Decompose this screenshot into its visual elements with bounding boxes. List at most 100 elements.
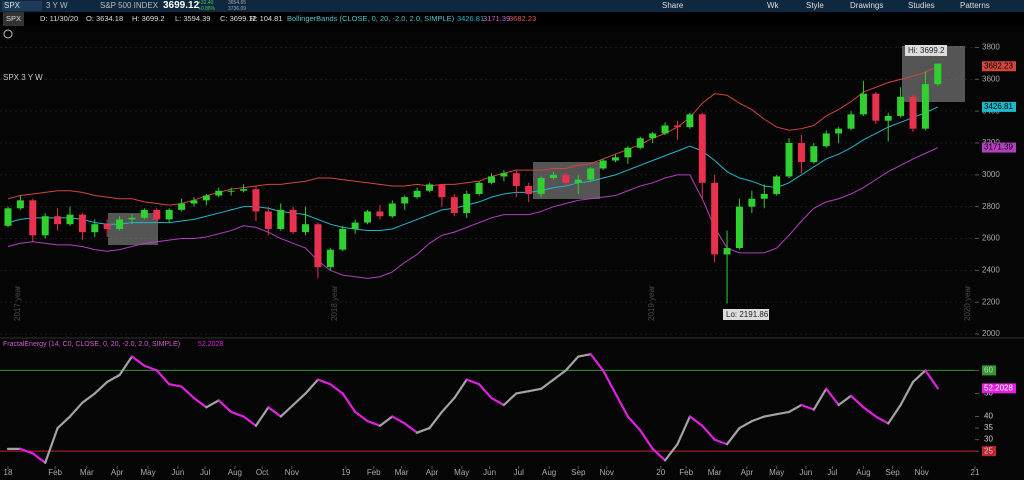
y-tick-label: 2800 bbox=[982, 202, 1000, 211]
last-value-tag bbox=[982, 61, 1016, 72]
candle-body bbox=[785, 143, 793, 177]
x-tick-label: Jun bbox=[171, 468, 184, 477]
candle-body bbox=[438, 184, 446, 198]
x-tick-label: Feb bbox=[679, 468, 693, 477]
candle-body bbox=[599, 160, 607, 169]
share-button[interactable]: Share bbox=[662, 1, 684, 10]
x-tick-label: Jun bbox=[483, 468, 496, 477]
quote-range: R: 104.81 bbox=[250, 14, 283, 23]
candle-body bbox=[611, 157, 619, 161]
period-button[interactable]: Wk bbox=[767, 1, 779, 10]
candle-body bbox=[116, 219, 124, 229]
candle-body bbox=[326, 249, 334, 268]
candle-body bbox=[178, 203, 186, 210]
indicator-segment bbox=[143, 364, 158, 372]
indicator-segment bbox=[118, 355, 134, 377]
x-tick-label: Nov bbox=[915, 468, 929, 477]
y-tick-label: 2200 bbox=[982, 297, 1000, 306]
last-value-tag bbox=[982, 142, 1016, 153]
candle-body bbox=[78, 214, 86, 233]
indicator-segment bbox=[130, 355, 146, 367]
bb-mid-value: 3426.81 bbox=[457, 14, 485, 23]
indicator-segment bbox=[614, 392, 629, 418]
study-title: FractalEnergy (14, C0, CLOSE, 0, 20, -2.… bbox=[3, 341, 180, 348]
style-button[interactable]: Style bbox=[806, 1, 824, 10]
indicator-segment bbox=[292, 392, 307, 407]
candle-body bbox=[649, 133, 657, 139]
indicator-segment bbox=[304, 378, 320, 395]
candle-body bbox=[934, 63, 942, 85]
candle-body bbox=[835, 128, 843, 134]
bid: 3654.65 bbox=[228, 0, 247, 6]
candle-body bbox=[760, 193, 768, 199]
candle-body bbox=[103, 224, 111, 229]
indicator-segment bbox=[329, 383, 344, 395]
indicator-segment bbox=[366, 420, 382, 427]
x-tick-label: Apr bbox=[111, 468, 124, 477]
candle-body bbox=[711, 182, 719, 255]
indicator-segment bbox=[316, 378, 332, 386]
indicator-segment bbox=[168, 383, 183, 388]
x-tick-label: May bbox=[769, 468, 784, 477]
candle-body bbox=[240, 189, 248, 191]
candle-body bbox=[29, 200, 37, 236]
indicator-segment bbox=[763, 413, 778, 418]
candle-body bbox=[537, 178, 545, 194]
patterns-button[interactable]: Patterns bbox=[960, 1, 990, 10]
indicator-segment bbox=[639, 429, 654, 450]
candle-body bbox=[500, 173, 508, 177]
x-tick-label: Sep bbox=[571, 468, 586, 477]
candle-body bbox=[921, 84, 929, 129]
indicator-segment bbox=[787, 403, 803, 414]
candle-body bbox=[748, 198, 756, 207]
candle-body bbox=[165, 209, 173, 220]
candle-body bbox=[252, 189, 260, 212]
candle-body bbox=[426, 184, 434, 191]
symbol-tag: SPX bbox=[3, 12, 25, 26]
candle-body bbox=[4, 208, 12, 226]
symbol-input[interactable]: SPX bbox=[2, 1, 42, 11]
annotation: Hi: 3699.2 bbox=[908, 46, 945, 55]
x-tick-label: Jul bbox=[200, 468, 210, 477]
bb-upper-value: 3682.23 bbox=[509, 14, 537, 23]
bollinger-band bbox=[7, 106, 939, 232]
indicator-segment bbox=[453, 378, 468, 400]
indicator-segment bbox=[428, 410, 444, 430]
quote-date: D: 11/30/20 bbox=[40, 14, 79, 23]
y-tick-label: 2600 bbox=[982, 234, 1000, 243]
tick-tag bbox=[982, 446, 996, 457]
indicator-segment bbox=[601, 369, 617, 395]
candle-body bbox=[16, 200, 24, 209]
drawings-button[interactable]: Drawings bbox=[850, 1, 884, 10]
candle-body bbox=[227, 190, 235, 192]
indicator-segment bbox=[341, 392, 357, 414]
indicator-segment bbox=[725, 426, 741, 446]
period[interactable]: 3 Y W bbox=[46, 1, 68, 10]
indicator-segment bbox=[849, 394, 865, 409]
year-watermark: 2018 year bbox=[330, 285, 339, 321]
indicator-segment bbox=[887, 403, 902, 425]
info-icon[interactable] bbox=[3, 29, 13, 39]
indicator-segment bbox=[564, 355, 580, 372]
indicator-segment bbox=[713, 438, 729, 446]
indicator-segment bbox=[68, 401, 84, 418]
indicator-segment bbox=[56, 415, 72, 430]
indicator-segment bbox=[490, 396, 505, 407]
candle-body bbox=[909, 96, 917, 129]
candle-body bbox=[388, 203, 396, 217]
x-tick-label: Sep bbox=[885, 468, 900, 477]
candle-body bbox=[525, 185, 533, 194]
candle-body bbox=[624, 147, 632, 158]
candle-body bbox=[376, 211, 384, 217]
x-tick-label: 20 bbox=[656, 468, 665, 477]
candle-body bbox=[302, 224, 310, 233]
last-value-label: 52.2028 bbox=[984, 383, 1013, 392]
x-tick-label: Feb bbox=[367, 468, 381, 477]
studies-button[interactable]: Studies bbox=[908, 1, 935, 10]
quote-row: SPX D: 11/30/20 O: 3634.18 H: 3699.2 L: … bbox=[0, 12, 1024, 26]
toolbar: SPX 3 Y W S&P 500 INDEX 3699.12 +32.40 +… bbox=[0, 0, 1024, 12]
ask: 3736.09 bbox=[228, 6, 247, 12]
x-tick-label: Nov bbox=[285, 468, 299, 477]
x-tick-label: Jul bbox=[827, 468, 837, 477]
indicator-segment bbox=[267, 406, 282, 418]
